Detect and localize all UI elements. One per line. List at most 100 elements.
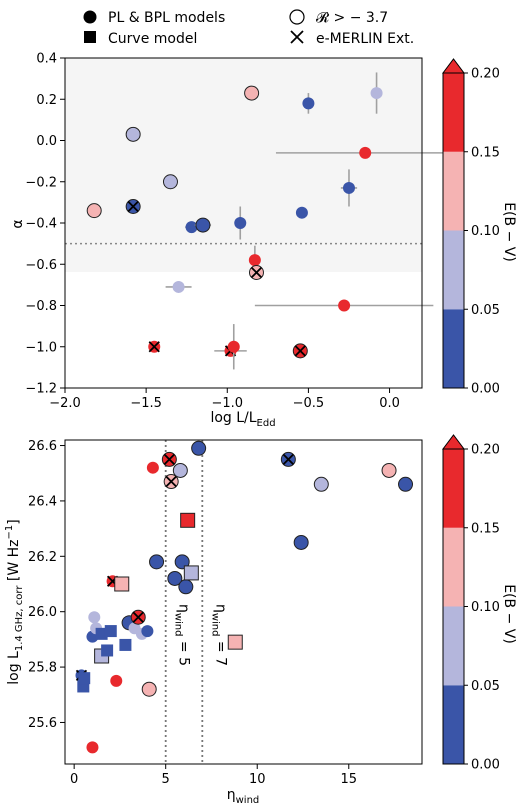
- circle-marker: [185, 221, 198, 234]
- top-shaded-region: [65, 58, 422, 272]
- square-marker: [180, 512, 196, 528]
- colorbar-tick-label: 0.20: [471, 67, 500, 82]
- square-marker: [183, 565, 199, 581]
- eta-threshold-label: ηwind = 5: [173, 604, 192, 666]
- data-point: [254, 299, 434, 312]
- colorbar-tick-label: 0.15: [471, 521, 500, 536]
- data-point: [114, 576, 130, 592]
- data-point: [398, 476, 414, 492]
- data-point: [130, 609, 146, 625]
- colorbar-bottom: 0.00 0.05 0.10 0.15 0.20: [442, 434, 500, 773]
- x-tick-label: −0.5: [293, 396, 325, 411]
- y-tick-label: −0.4: [25, 217, 57, 232]
- colorbar-bin: [443, 449, 464, 528]
- cross-marker: [165, 475, 177, 488]
- square-marker: [104, 625, 117, 638]
- circle-marker: [370, 87, 383, 100]
- y-tick-label: −1.2: [25, 382, 57, 397]
- square-marker: [119, 638, 132, 651]
- cross-marker: [294, 345, 306, 357]
- colorbar-tick-label: 0.20: [471, 443, 500, 458]
- data-point: [227, 634, 243, 650]
- y-tick-label: 26.4: [28, 494, 57, 509]
- data-point: [293, 534, 309, 550]
- circle-marker: [141, 625, 154, 638]
- legend-label-r-threshold: 𝓡 > − 3.7: [316, 10, 388, 26]
- data-point: [295, 206, 308, 219]
- data-point: [125, 199, 141, 214]
- square-marker: [95, 627, 108, 640]
- x-tick-label: 0.0: [379, 396, 400, 411]
- top-panel: −2.0 −1.5 −1.0 −0.5 0.0 −1.2 −1.0 −0.8 −0.6 −0.4 −…: [10, 52, 455, 429]
- circle-marker: [125, 126, 141, 142]
- data-point: [244, 85, 260, 101]
- data-point: [191, 440, 207, 456]
- data-point: [95, 627, 108, 640]
- bottom-plot-frame: [64, 439, 423, 765]
- cross-marker: [132, 611, 144, 623]
- bottom-ticks: 0 5 10 15 25.6 25.8 26.0 26.2 26.4 26.6: [28, 439, 357, 787]
- bottom-vlines: ηwind = 5 ηwind = 7: [164, 440, 228, 764]
- data-point: [292, 343, 308, 359]
- data-point: [104, 625, 117, 638]
- circle-marker: [195, 217, 211, 233]
- colorbar-bin: [443, 527, 464, 607]
- circle-marker: [146, 461, 159, 474]
- legend-label-curve-model: Curve model: [108, 31, 197, 47]
- circle-marker: [244, 85, 260, 101]
- colorbar-extend-arrow: [442, 58, 465, 74]
- x-tick-label: 0: [70, 772, 78, 787]
- data-point: [275, 146, 455, 159]
- square-marker: [101, 644, 114, 657]
- data-point: [234, 206, 247, 240]
- y-tick-label: 25.8: [28, 661, 57, 676]
- circle-marker: [227, 340, 240, 353]
- square-marker: [227, 634, 243, 650]
- data-point: [141, 625, 154, 638]
- data-point: [172, 462, 188, 478]
- top-ylabel: α: [10, 219, 26, 228]
- data-point: [183, 565, 199, 581]
- colorbar-bin: [443, 309, 464, 388]
- legend-marker-open-circle: [289, 9, 305, 25]
- legend-label-pl-bpl: PL & BPL models: [108, 10, 225, 26]
- colorbar-tick-label: 0.00: [471, 382, 500, 397]
- circle-marker: [172, 462, 188, 478]
- data-point: [86, 741, 99, 754]
- colorbar-tick-label: 0.15: [471, 145, 500, 160]
- data-point: [119, 638, 132, 651]
- colorbar-bottom-label: E(B − V): [501, 584, 517, 644]
- y-tick-label: 26.2: [28, 550, 57, 565]
- colorbar-tick-label: 0.10: [471, 224, 500, 239]
- square-marker: [78, 672, 91, 685]
- x-tick-label: −2.0: [49, 396, 81, 411]
- top-plot-frame: [64, 57, 423, 389]
- y-tick-label: 0.2: [36, 93, 57, 108]
- cross-marker: [282, 453, 294, 466]
- data-point: [88, 611, 101, 624]
- data-point: [167, 570, 183, 586]
- x-tick-label: 15: [340, 772, 357, 787]
- y-tick-label: −0.6: [25, 258, 57, 273]
- circle-marker: [172, 280, 185, 293]
- data-point: [141, 681, 157, 697]
- y-tick-label: 25.6: [28, 716, 57, 731]
- legend: PL & BPL models 𝓡 > − 3.7 Curve model e-…: [83, 9, 414, 47]
- colorbar-bin: [443, 685, 464, 764]
- data-point: [101, 644, 114, 657]
- circle-marker: [234, 217, 247, 229]
- x-tick-label: −1.0: [211, 396, 243, 411]
- circle-marker: [293, 534, 309, 550]
- x-tick-label: 5: [162, 772, 170, 787]
- circle-marker: [167, 570, 183, 586]
- data-point: [78, 672, 91, 685]
- data-point: [302, 93, 315, 114]
- circle-marker: [174, 554, 190, 570]
- square-marker: [114, 576, 130, 592]
- legend-marker-filled-square: [84, 31, 96, 43]
- colorbar-bin: [443, 73, 464, 152]
- bottom-xlabel: ηwind: [227, 787, 260, 806]
- circle-marker: [86, 741, 99, 754]
- top-xlabel: log L/LEdd: [210, 410, 275, 429]
